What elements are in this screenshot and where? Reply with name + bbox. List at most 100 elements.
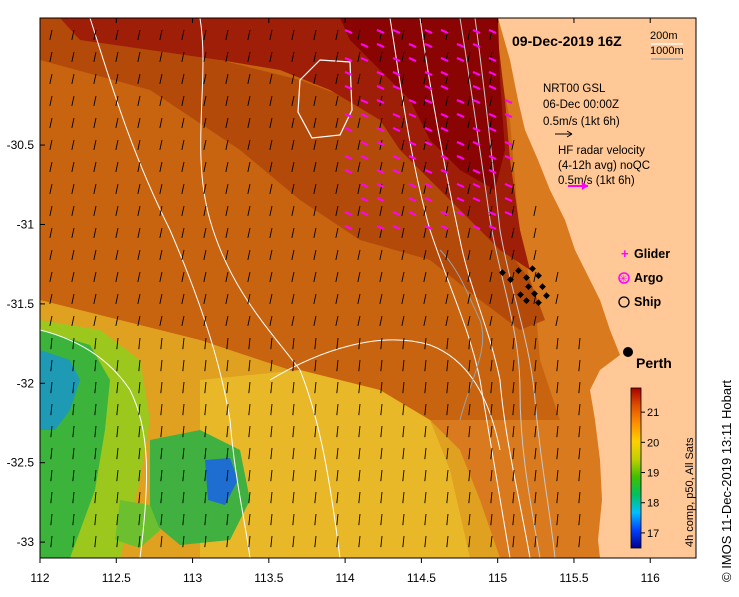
glider-point: ◆ xyxy=(523,273,530,283)
model-vector xyxy=(467,315,471,327)
model-vector xyxy=(160,359,163,372)
radar-vector xyxy=(376,182,385,189)
model-vector xyxy=(115,227,119,239)
model-vector xyxy=(380,337,383,350)
radar-vector xyxy=(488,126,497,133)
radar-vector xyxy=(360,56,369,63)
model-scale-arrowhead xyxy=(566,130,573,138)
model-vector xyxy=(138,491,141,504)
model-vector xyxy=(203,227,207,239)
model-vector xyxy=(159,95,163,107)
model-vector xyxy=(181,227,185,239)
model-vector xyxy=(424,359,427,372)
model-vector xyxy=(72,513,75,526)
model-vector xyxy=(292,469,295,482)
model-vector xyxy=(270,381,273,394)
model-vector xyxy=(93,227,97,239)
radar-vector xyxy=(488,112,497,119)
model-vector xyxy=(93,183,97,195)
perth-dot xyxy=(623,347,633,357)
model-vector xyxy=(489,293,493,305)
radar-vector xyxy=(472,224,481,231)
model-vector xyxy=(380,359,383,372)
radar-vector xyxy=(456,56,465,63)
model-scale: 0.5m/s (1kt 6h) xyxy=(543,116,620,128)
model-vector xyxy=(380,535,383,548)
model-vector xyxy=(467,29,471,41)
radar-vector xyxy=(456,182,465,189)
x-tick-label: 116 xyxy=(641,571,660,585)
radar-vector xyxy=(344,154,353,161)
model-vector xyxy=(423,227,427,239)
model-vector xyxy=(379,51,383,63)
model-vector xyxy=(160,403,163,416)
model-vector xyxy=(445,293,449,305)
model-vector xyxy=(489,271,493,283)
colorbar-tick-label: 21 xyxy=(647,407,659,419)
colorbar-tick-label: 19 xyxy=(647,468,659,480)
radar-vector xyxy=(472,140,481,147)
model-vector xyxy=(49,183,53,195)
model-vector xyxy=(424,447,427,460)
glider-point: ◆ xyxy=(529,264,536,274)
radar-vector xyxy=(424,196,433,203)
model-vector xyxy=(424,469,427,482)
model-vector xyxy=(270,447,273,460)
model-vector xyxy=(247,271,251,283)
model-vector xyxy=(138,403,141,416)
model-vector xyxy=(248,337,251,350)
model-vector xyxy=(490,359,493,372)
radar-vector xyxy=(408,112,417,119)
radar-vector xyxy=(392,224,401,231)
model-vector xyxy=(335,227,339,239)
model-vector xyxy=(490,447,493,460)
model-vector xyxy=(556,469,559,482)
model-vector xyxy=(115,249,119,261)
model-vector xyxy=(226,337,229,350)
velocity-legend: NRT00 GSL 06-Dec 00:00Z 0.5m/s (1kt 6h) … xyxy=(543,83,650,190)
model-vector xyxy=(291,139,295,151)
model-vector xyxy=(467,117,471,129)
model-vector xyxy=(137,205,141,217)
model-vector xyxy=(468,513,471,526)
model-vector xyxy=(247,227,251,239)
model-vector xyxy=(247,161,251,173)
model-vector xyxy=(138,469,141,482)
radar-vector xyxy=(472,42,481,49)
model-vector xyxy=(72,425,75,438)
radar-window: (4-12h avg) noQC xyxy=(558,160,650,172)
model-vector xyxy=(203,271,207,283)
model-vector xyxy=(182,359,185,372)
model-vector xyxy=(269,161,273,173)
model-vector xyxy=(248,403,251,416)
model-vector xyxy=(313,95,317,107)
radar-vector xyxy=(440,168,449,175)
model-vector xyxy=(226,403,229,416)
model-vector xyxy=(357,139,361,151)
model-vector xyxy=(445,315,449,327)
model-vector xyxy=(181,293,185,305)
glider-point: ◆ xyxy=(523,296,530,306)
radar-vector xyxy=(440,84,449,91)
model-vector xyxy=(138,359,141,372)
model-vector xyxy=(556,491,559,504)
radar-vector xyxy=(504,196,513,203)
model-vector xyxy=(137,227,141,239)
model-vector xyxy=(467,51,471,63)
model-vector xyxy=(137,249,141,261)
model-vector xyxy=(511,139,515,151)
model-vector xyxy=(292,491,295,504)
model-vector xyxy=(358,359,361,372)
model-vector xyxy=(357,183,361,195)
radar-vector xyxy=(440,70,449,77)
model-vector xyxy=(137,183,141,195)
model-vector xyxy=(248,381,251,394)
radar-vector xyxy=(456,112,465,119)
model-vector xyxy=(335,117,339,129)
model-vector xyxy=(137,271,141,283)
model-vector xyxy=(115,117,119,129)
model-vector xyxy=(468,381,471,394)
argo-label: Argo xyxy=(634,271,664,285)
model-vector xyxy=(379,293,383,305)
model-vector xyxy=(468,491,471,504)
